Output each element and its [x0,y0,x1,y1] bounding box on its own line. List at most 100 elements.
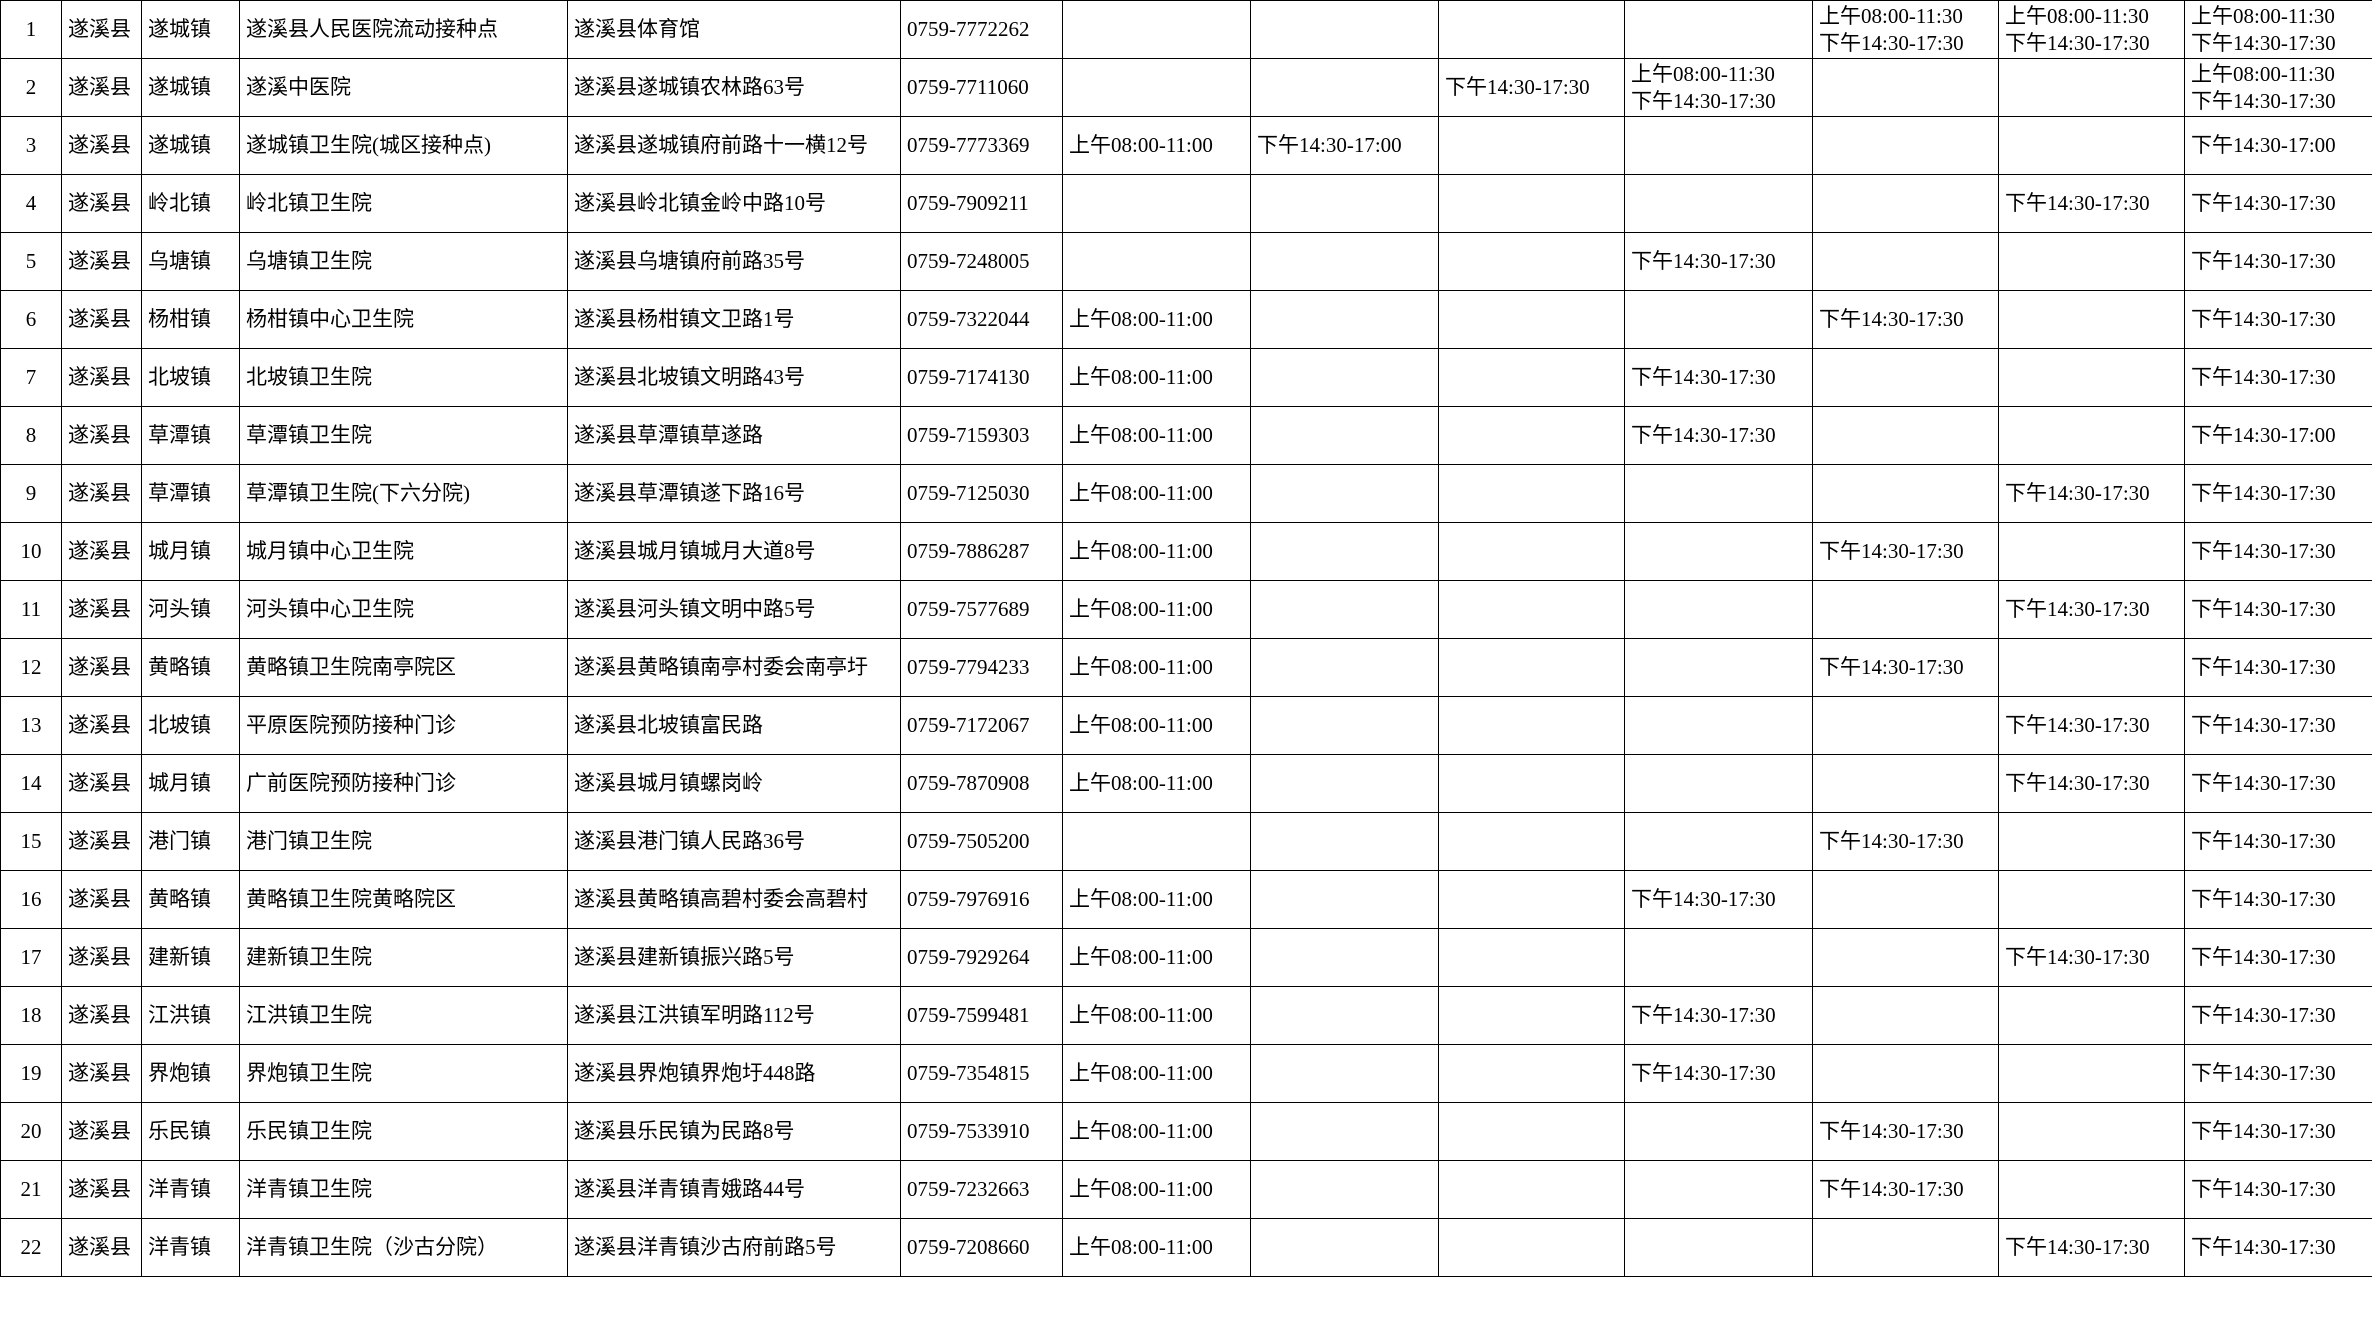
site-name-cell: 草潭镇卫生院(下六分院) [239,464,568,523]
schedule-cell [1624,696,1813,755]
schedule-cell: 下午14:30-17:30 [1624,406,1813,465]
schedule-cell: 下午14:30-17:30 [1998,464,2185,523]
schedule-cell: 下午14:30-17:30 [2184,174,2372,233]
schedule-cell [1812,754,1999,813]
address-cell: 遂溪县黄略镇高碧村委会高碧村 [567,870,901,929]
row-number-cell: 1 [0,0,62,59]
schedule-cell [1812,1218,1999,1277]
schedule-cell [1998,406,2185,465]
table-row: 12 遂溪县 黄略镇 黄略镇卫生院南亭院区 遂溪县黄略镇南亭村委会南亭圩 0759-779… [0,638,2372,697]
schedule-cell: 上午08:00-11:00 [1062,986,1251,1045]
site-name-cell: 乐民镇卫生院 [239,1102,568,1161]
schedule-cell [1998,1160,2185,1219]
schedule-cell: 下午14:30-17:30 [2184,986,2372,1045]
site-name-cell: 洋青镇卫生院（沙古分院） [239,1218,568,1277]
town-cell: 港门镇 [141,812,240,871]
town-cell: 杨柑镇 [141,290,240,349]
address-cell: 遂溪县城月镇城月大道8号 [567,522,901,581]
schedule-cell: 下午14:30-17:30 [1998,1218,2185,1277]
town-cell: 乌塘镇 [141,232,240,291]
site-name-cell: 北坡镇卫生院 [239,348,568,407]
town-cell: 城月镇 [141,754,240,813]
schedule-cell: 上午08:00-11:30 下午14:30-17:30 [1812,0,1999,59]
schedule-cell [1438,232,1625,291]
town-cell: 建新镇 [141,928,240,987]
county-cell: 遂溪县 [61,1044,142,1103]
row-number-cell: 20 [0,1102,62,1161]
schedule-cell [1624,1218,1813,1277]
site-name-cell: 建新镇卫生院 [239,928,568,987]
table-row: 21 遂溪县 洋青镇 洋青镇卫生院 遂溪县洋青镇青娥路44号 0759-7232663 上午… [0,1160,2372,1219]
row-number-cell: 5 [0,232,62,291]
table-row: 19 遂溪县 界炮镇 界炮镇卫生院 遂溪县界炮镇界炮圩448路 0759-7354815 上… [0,1044,2372,1103]
schedule-cell [1250,812,1439,871]
row-number-cell: 13 [0,696,62,755]
schedule-cell [1438,522,1625,581]
town-cell: 河头镇 [141,580,240,639]
schedule-cell [1624,754,1813,813]
schedule-cell: 上午08:00-11:00 [1062,1102,1251,1161]
site-name-cell: 遂城镇卫生院(城区接种点) [239,116,568,175]
schedule-cell [1624,464,1813,523]
county-cell: 遂溪县 [61,638,142,697]
county-cell: 遂溪县 [61,986,142,1045]
schedule-cell: 上午08:00-11:00 [1062,638,1251,697]
site-name-cell: 江洪镇卫生院 [239,986,568,1045]
schedule-cell: 上午08:00-11:30 下午14:30-17:30 [1998,0,2185,59]
schedule-cell [1250,1102,1439,1161]
schedule-cell: 下午14:30-17:30 [2184,232,2372,291]
county-cell: 遂溪县 [61,522,142,581]
county-cell: 遂溪县 [61,1102,142,1161]
county-cell: 遂溪县 [61,174,142,233]
phone-cell: 0759-7711060 [900,58,1063,117]
row-number-cell: 12 [0,638,62,697]
schedule-cell [1062,812,1251,871]
schedule-cell: 上午08:00-11:00 [1062,464,1251,523]
schedule-cell [1812,580,1999,639]
schedule-cell: 上午08:00-11:30 下午14:30-17:30 [1624,58,1813,117]
table-row: 16 遂溪县 黄略镇 黄略镇卫生院黄略院区 遂溪县黄略镇高碧村委会高碧村 0759-797… [0,870,2372,929]
table-row: 14 遂溪县 城月镇 广前医院预防接种门诊 遂溪县城月镇螺岗岭 0759-7870908 上… [0,754,2372,813]
schedule-cell [1812,464,1999,523]
row-number-cell: 21 [0,1160,62,1219]
schedule-cell: 下午14:30-17:00 [2184,406,2372,465]
county-cell: 遂溪县 [61,928,142,987]
town-cell: 洋青镇 [141,1160,240,1219]
schedule-cell [1250,870,1439,929]
schedule-cell [1250,58,1439,117]
table-row: 11 遂溪县 河头镇 河头镇中心卫生院 遂溪县河头镇文明中路5号 0759-7577689… [0,580,2372,639]
address-cell: 遂溪县草潭镇草遂路 [567,406,901,465]
schedule-cell: 上午08:00-11:00 [1062,754,1251,813]
address-cell: 遂溪县洋青镇沙古府前路5号 [567,1218,901,1277]
phone-cell: 0759-7909211 [900,174,1063,233]
address-cell: 遂溪县体育馆 [567,0,901,59]
schedule-cell [1998,116,2185,175]
schedule-cell [1250,1044,1439,1103]
schedule-cell [1062,174,1251,233]
schedule-cell: 下午14:30-17:30 [1998,174,2185,233]
county-cell: 遂溪县 [61,870,142,929]
schedule-cell [1438,464,1625,523]
schedule-cell: 下午14:30-17:30 [1998,928,2185,987]
row-number-cell: 19 [0,1044,62,1103]
table-row: 4 遂溪县 岭北镇 岭北镇卫生院 遂溪县岭北镇金岭中路10号 0759-7909211 下午… [0,174,2372,233]
schedule-cell: 上午08:00-11:00 [1062,1218,1251,1277]
address-cell: 遂溪县遂城镇农林路63号 [567,58,901,117]
schedule-cell [1624,116,1813,175]
phone-cell: 0759-7172067 [900,696,1063,755]
schedule-line: 上午08:00-11:30 [1819,3,1963,28]
schedule-cell: 下午14:30-17:30 [1812,290,1999,349]
table-row: 18 遂溪县 江洪镇 江洪镇卫生院 遂溪县江洪镇军明路112号 0759-7599481 上… [0,986,2372,1045]
site-name-cell: 乌塘镇卫生院 [239,232,568,291]
address-cell: 遂溪县河头镇文明中路5号 [567,580,901,639]
schedule-cell: 下午14:30-17:30 [1812,638,1999,697]
schedule-cell: 上午08:00-11:00 [1062,1160,1251,1219]
row-number-cell: 14 [0,754,62,813]
address-cell: 遂溪县洋青镇青娥路44号 [567,1160,901,1219]
schedule-cell: 上午08:00-11:00 [1062,348,1251,407]
row-number-cell: 6 [0,290,62,349]
schedule-cell [1062,58,1251,117]
town-cell: 草潭镇 [141,464,240,523]
schedule-cell [1624,1102,1813,1161]
schedule-cell: 下午14:30-17:30 [2184,348,2372,407]
